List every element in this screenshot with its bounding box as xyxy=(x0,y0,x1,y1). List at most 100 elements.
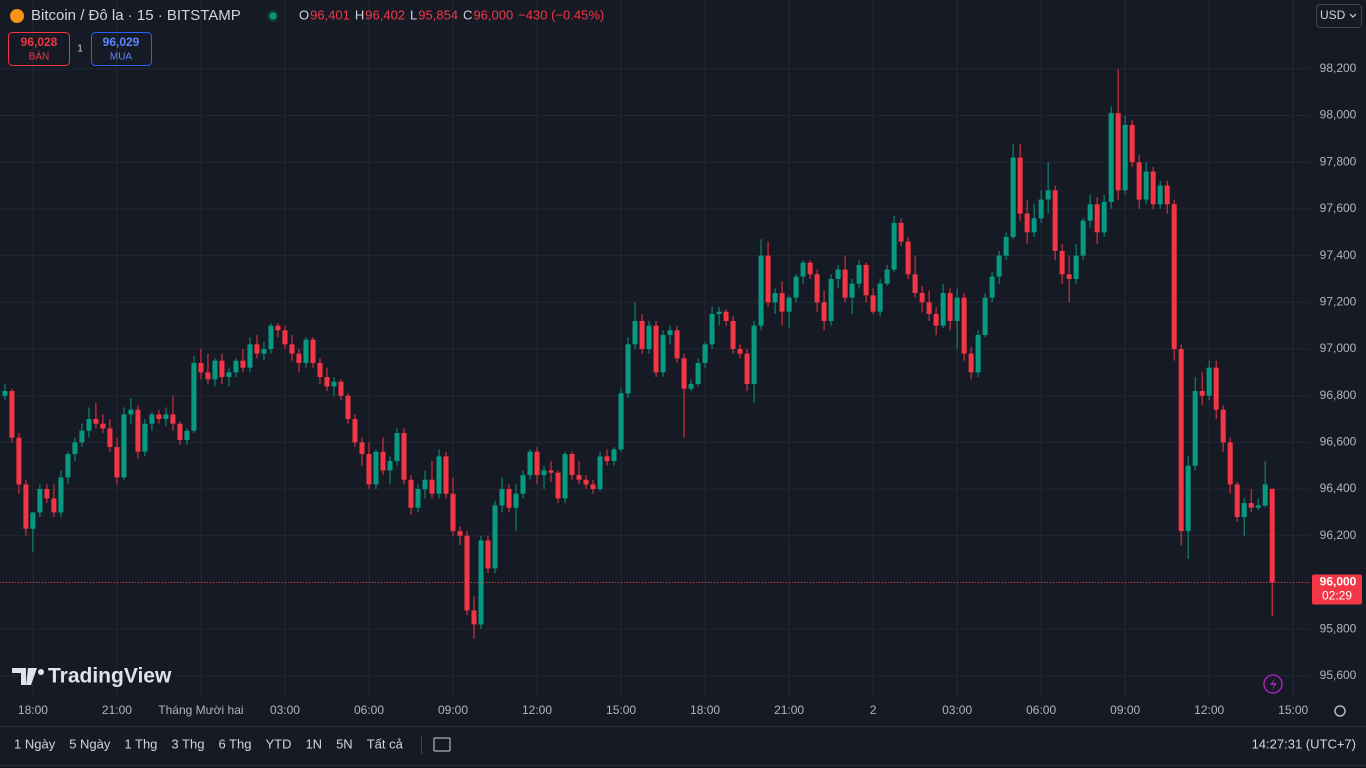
candle-body xyxy=(1171,204,1177,349)
candle-body xyxy=(779,292,785,312)
ask-box[interactable] xyxy=(91,32,152,66)
bid-price: 96,028 xyxy=(21,35,58,49)
candle-body xyxy=(975,334,981,373)
plot xyxy=(0,68,1310,639)
price-tag xyxy=(1312,574,1362,605)
timeframe-button[interactable]: 1 Thg xyxy=(124,736,157,751)
y-tick-label: 97,600 xyxy=(1320,201,1357,215)
candle-body xyxy=(1185,465,1191,532)
candle-body xyxy=(898,222,904,242)
price-tag-value: 96,000 xyxy=(1320,575,1357,589)
candle-body xyxy=(1087,204,1093,221)
candle-body xyxy=(1059,250,1065,275)
x-tick-label: 21:00 xyxy=(774,703,804,717)
candle-body xyxy=(331,381,337,387)
timeframe-button[interactable]: 1 Ngày xyxy=(14,736,56,751)
timeframe-button[interactable]: 1N xyxy=(305,736,322,751)
timeframe-button[interactable]: 5N xyxy=(336,736,353,751)
candle-body xyxy=(737,349,743,354)
candle-body xyxy=(786,297,792,312)
candle-body xyxy=(219,360,225,378)
candle-body xyxy=(464,535,470,611)
x-tick-label: 15:00 xyxy=(606,703,636,717)
y-tick-label: 96,800 xyxy=(1320,388,1357,402)
y-tick-label: 97,200 xyxy=(1320,294,1357,308)
candle-body xyxy=(835,269,841,279)
candle-body xyxy=(961,297,967,354)
ohlc-value: 96,402 xyxy=(365,7,405,22)
candle-body xyxy=(79,430,85,443)
candle-body xyxy=(233,360,239,373)
symbol[interactable]: Bitcoin / Đô la · 15 · BITSTAMP xyxy=(31,7,241,24)
candle-body xyxy=(856,264,862,284)
candle-body xyxy=(93,419,99,424)
watermark: TradingView xyxy=(48,665,172,688)
candle-body xyxy=(380,451,386,471)
candle-body xyxy=(1143,171,1149,200)
timeframe-button[interactable]: YTD xyxy=(265,736,291,751)
candle-body xyxy=(275,325,281,331)
timeframe-button[interactable]: Tất cả xyxy=(367,736,404,751)
timeframe-button[interactable]: 3 Thg xyxy=(171,736,204,751)
candle-body xyxy=(1108,113,1114,202)
candle-body xyxy=(751,325,757,385)
candle-body xyxy=(793,276,799,298)
bid-box[interactable] xyxy=(8,32,70,66)
overlay: 95,600 95,800 96,000 96,200 96,400 96,600 96,8… xyxy=(18,61,1362,717)
candle-body xyxy=(373,451,379,485)
date-range-icon[interactable] xyxy=(433,737,451,752)
candle-body xyxy=(926,302,932,314)
y-tick-label: 95,800 xyxy=(1320,621,1357,635)
candle-body xyxy=(415,489,421,508)
candle-body xyxy=(576,475,582,480)
currency-button[interactable] xyxy=(1316,4,1362,28)
candle-body xyxy=(590,484,596,490)
alert-icon[interactable] xyxy=(1263,674,1283,694)
x-tick-label: 21:00 xyxy=(102,703,132,717)
candle-body xyxy=(1269,488,1275,583)
candle-body xyxy=(891,222,897,270)
candle-body xyxy=(457,531,463,536)
candle-body xyxy=(520,475,526,494)
candle-body xyxy=(863,264,869,296)
candle-body xyxy=(1080,220,1086,256)
bid-label: BÁN xyxy=(29,50,50,63)
candle-body xyxy=(933,313,939,326)
settings-icon[interactable] xyxy=(1334,705,1346,717)
y-tick-label: 98,200 xyxy=(1320,61,1357,75)
price-tag-countdown: 02:29 xyxy=(1322,589,1352,603)
candle-body xyxy=(1017,157,1023,214)
candle-body xyxy=(954,297,960,321)
candle-body xyxy=(184,430,190,441)
candle-body xyxy=(1094,204,1100,233)
candle-body xyxy=(1157,185,1163,205)
y-tick-label: 96,400 xyxy=(1320,481,1357,495)
candle-body xyxy=(849,283,855,298)
candle-body xyxy=(1234,484,1240,518)
timeframe-button[interactable]: 6 Thg xyxy=(218,736,251,751)
candle-body xyxy=(1031,218,1037,233)
candle-body xyxy=(1192,391,1198,466)
y-tick-label: 98,000 xyxy=(1320,108,1357,122)
x-tick-label: 2 xyxy=(870,703,877,717)
candle-body xyxy=(359,442,365,455)
candle-body xyxy=(716,311,722,314)
candle-body xyxy=(23,484,29,529)
timeframe-button[interactable]: 5 Ngày xyxy=(69,736,111,751)
candle-body xyxy=(191,363,197,431)
alert-bolt xyxy=(1270,678,1277,690)
candle-body xyxy=(471,610,477,625)
candle-body xyxy=(86,419,92,431)
candle-body xyxy=(485,540,491,569)
candle-body xyxy=(310,339,316,364)
candle-body xyxy=(16,437,22,485)
candle-body xyxy=(1003,236,1009,256)
ask-label: MUA xyxy=(110,52,133,63)
candle-body xyxy=(1066,274,1072,279)
x-tick-label: 09:00 xyxy=(438,703,468,717)
candle-body xyxy=(65,454,71,478)
candle-body xyxy=(492,505,498,569)
candle-body xyxy=(1101,201,1107,233)
ohlc-key: L xyxy=(410,7,417,22)
